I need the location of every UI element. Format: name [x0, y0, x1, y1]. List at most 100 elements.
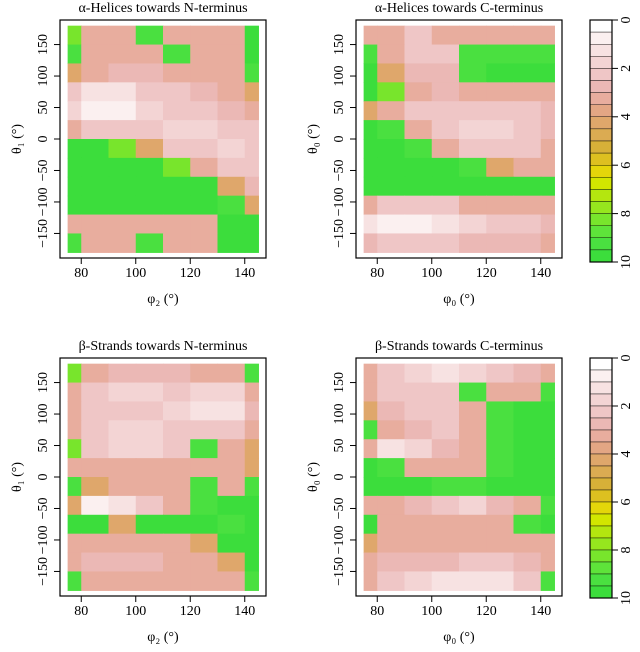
contour-cell [217, 363, 246, 384]
contour-cell [404, 44, 433, 65]
contour-cell [363, 120, 378, 140]
colorbar-tick-label: 4 [619, 113, 634, 120]
contour-cell [404, 233, 433, 253]
contour-cell [67, 176, 82, 197]
contour-cell [190, 533, 219, 554]
contour-cell [540, 82, 555, 102]
y-tick-label: −50 [332, 160, 347, 182]
contour-cell [135, 82, 164, 102]
contour-cell [363, 458, 378, 478]
contour-cell [404, 439, 433, 459]
contour-cell [217, 101, 246, 121]
contour-cell [459, 382, 487, 403]
contour-cell [163, 420, 191, 440]
panel-title: β-Strands towards C-terminus [375, 339, 543, 354]
contour-cell [67, 120, 82, 140]
contour-cell [404, 139, 433, 159]
contour-cell [81, 233, 110, 253]
contour-cell [135, 120, 164, 140]
colorbar-band [589, 489, 613, 503]
x-tick-label: 120 [180, 604, 201, 619]
contour-cell [459, 552, 487, 573]
contour-cell [81, 533, 110, 554]
contour-cell [67, 552, 82, 573]
contour-cell [404, 401, 433, 421]
colorbar-tick-label: 0 [619, 355, 634, 362]
contour-cell [81, 571, 110, 591]
y-axis-label: θ₀ (°) [306, 462, 321, 492]
contour-cell [459, 401, 487, 421]
contour-cell [163, 477, 191, 497]
colorbar-band [589, 56, 613, 69]
colorbar-tick-label: 10 [619, 255, 634, 269]
contour-cell [431, 571, 460, 591]
contour-cell [431, 176, 460, 197]
contour-cell [404, 101, 433, 121]
contour-cell [217, 44, 246, 65]
contour-cell [431, 44, 460, 65]
contour-cell [163, 514, 191, 535]
y-tick-label: 100 [36, 66, 51, 87]
contour-cell [67, 363, 82, 384]
contour-cell [108, 401, 137, 421]
contour-cell [81, 25, 110, 46]
contour-cell [244, 139, 259, 159]
colorbar-band [589, 140, 613, 154]
contour-cell [540, 458, 555, 478]
colorbar-band [589, 465, 613, 479]
contour-cell [486, 25, 515, 46]
contour-cell [81, 514, 110, 535]
contour-cell [163, 571, 191, 591]
contour-cell [135, 495, 164, 516]
contour-cell [108, 420, 137, 440]
contour-cell [377, 420, 406, 440]
contour-cell [431, 439, 460, 459]
contour-cell [540, 25, 555, 46]
colorbar-band [589, 152, 613, 166]
contour-cell [404, 214, 433, 235]
contour-cell [540, 439, 555, 459]
contour-cell [404, 82, 433, 102]
colorbar-band [589, 68, 613, 81]
colorbar-band [589, 189, 613, 202]
contour-cell [377, 44, 406, 65]
contour-cell [513, 552, 542, 573]
contour-cell [244, 477, 259, 497]
contour-cell [540, 533, 555, 554]
x-tick-label: 120 [476, 266, 497, 281]
contour-cell [377, 63, 406, 83]
contour-cell [244, 233, 259, 253]
contour-cell [404, 533, 433, 554]
contour-cell [404, 363, 433, 384]
y-tick-label: −100 [332, 526, 347, 555]
contour-cell [404, 63, 433, 83]
contour-cell [81, 363, 110, 384]
x-tick-label: 80 [74, 604, 88, 619]
contour-cell [163, 233, 191, 253]
contour-cell [67, 63, 82, 83]
y-tick-label: 150 [332, 372, 347, 393]
contour-cell [377, 552, 406, 573]
colorbar-frame [589, 357, 613, 599]
contour-cell [135, 233, 164, 253]
contour-cell [81, 139, 110, 159]
contour-cell [540, 214, 555, 235]
contour-cell [459, 458, 487, 478]
y-tick-label: 0 [36, 474, 51, 481]
contour-cell [377, 82, 406, 102]
contour-cell [513, 157, 542, 178]
contour-cell [135, 552, 164, 573]
contour-cell [431, 533, 460, 554]
colorbar-band [589, 225, 613, 238]
colorbar-band [589, 561, 613, 575]
contour-cell [135, 157, 164, 178]
contour-cell [217, 139, 246, 159]
y-tick-label: −150 [36, 219, 51, 248]
contour-cell [363, 195, 378, 216]
contour-cell [217, 176, 246, 197]
contour-cell [190, 176, 219, 197]
colorbar-band [589, 31, 613, 45]
contour-cell [540, 157, 555, 178]
y-tick-label: 50 [36, 101, 51, 115]
